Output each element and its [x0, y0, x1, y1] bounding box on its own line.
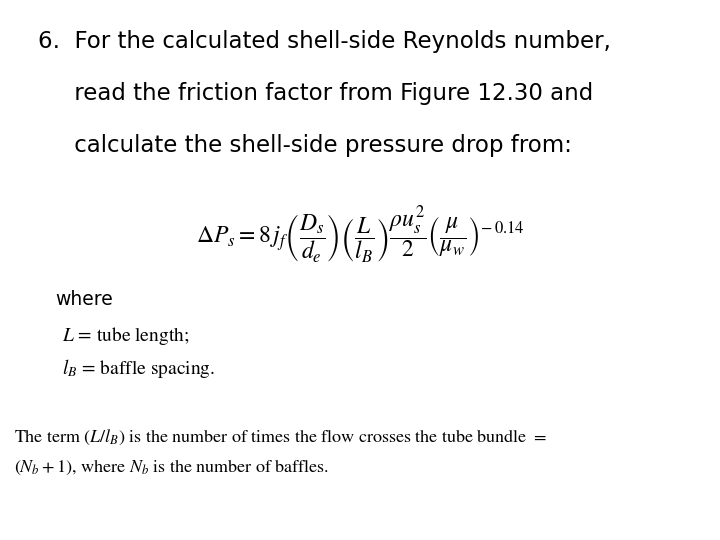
Text: read the friction factor from Figure 12.30 and: read the friction factor from Figure 12.…: [38, 82, 593, 105]
Text: calculate the shell-side pressure drop from:: calculate the shell-side pressure drop f…: [38, 134, 572, 157]
Text: $(N_b + 1)$, where $N_b$ is the number of baffles.: $(N_b + 1)$, where $N_b$ is the number o…: [14, 458, 329, 477]
Text: $\Delta P_s = 8\,j_f\left(\dfrac{D_s}{d_e}\right)\left(\dfrac{L}{l_B}\right)\dfr: $\Delta P_s = 8\,j_f\left(\dfrac{D_s}{d_…: [196, 205, 524, 266]
Text: 6.  For the calculated shell-side Reynolds number,: 6. For the calculated shell-side Reynold…: [38, 30, 611, 53]
Text: where: where: [55, 290, 113, 309]
Text: $l_B$ = baffle spacing.: $l_B$ = baffle spacing.: [62, 357, 215, 380]
Text: $L$ = tube length;: $L$ = tube length;: [62, 325, 189, 347]
Text: The term $(L/l_B)$ is the number of times the flow crosses the tube bundle $=$: The term $(L/l_B)$ is the number of time…: [14, 428, 546, 447]
